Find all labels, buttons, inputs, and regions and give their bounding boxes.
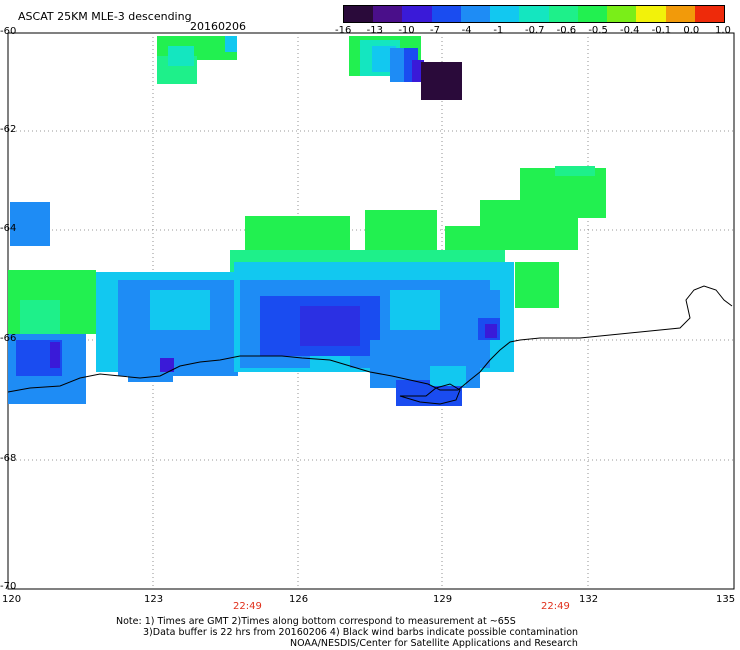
colorbar-segment xyxy=(460,6,491,22)
colorbar-label: -0.1 xyxy=(651,25,672,36)
data-patch-top-middle xyxy=(349,36,462,100)
y-tick-label: -70 xyxy=(0,581,17,592)
colorbar-label: -0.7 xyxy=(525,25,545,36)
colorbar-segment xyxy=(636,6,666,22)
colorbar-label: 1.0 xyxy=(715,25,731,36)
colorbar-segment xyxy=(519,6,549,22)
colorbar xyxy=(343,5,725,23)
colorbar-segment xyxy=(490,6,520,22)
data-swath-main xyxy=(8,166,606,406)
note-line-1: Note: 1) Times are GMT 2)Times along bot… xyxy=(116,616,516,627)
colorbar-segment xyxy=(577,6,608,22)
time-label: 22:49 xyxy=(233,601,262,612)
x-tick-label: 126 xyxy=(289,594,309,605)
map-date: 20160206 xyxy=(190,20,246,33)
map-title: ASCAT 25KM MLE-3 descending xyxy=(18,10,192,23)
note-line-3: NOAA/NESDIS/Center for Satellite Applica… xyxy=(290,638,578,649)
colorbar-label: -10 xyxy=(398,25,415,36)
data-patch-left-square xyxy=(10,202,50,246)
colorbar-label: -1 xyxy=(493,25,504,36)
colorbar-segment xyxy=(694,6,725,22)
colorbar-label: -0.5 xyxy=(588,25,608,36)
colorbar-segment xyxy=(665,6,695,22)
time-label: 22:49 xyxy=(541,601,570,612)
x-tick-label: 132 xyxy=(579,594,599,605)
colorbar-label: -0.4 xyxy=(620,25,640,36)
coastline xyxy=(7,285,733,393)
colorbar-segment xyxy=(607,6,637,22)
colorbar-label: -13 xyxy=(366,25,383,36)
colorbar-segment xyxy=(373,6,403,22)
y-tick-label: -68 xyxy=(0,453,17,464)
colorbar-segment xyxy=(344,6,374,22)
colorbar-label: -4 xyxy=(461,25,472,36)
colorbar-label: -7 xyxy=(430,25,440,36)
x-tick-label: 135 xyxy=(716,594,736,605)
x-tick-label: 129 xyxy=(433,594,453,605)
x-tick-label: 120 xyxy=(2,594,22,605)
colorbar-segment xyxy=(431,6,461,22)
colorbar-label: 0.0 xyxy=(683,25,700,36)
x-tick-label: 123 xyxy=(144,594,164,605)
note-line-2: 3)Data buffer is 22 hrs from 20160206 4)… xyxy=(143,627,579,638)
colorbar-segment xyxy=(548,6,578,22)
colorbar-label: -16 xyxy=(335,25,352,36)
colorbar-label: -0.6 xyxy=(556,25,577,36)
y-tick-label: -62 xyxy=(0,124,17,135)
colorbar-segment xyxy=(402,6,432,22)
data-patch-top-left xyxy=(157,36,237,84)
coastline-island xyxy=(399,383,461,405)
y-tick-label: -60 xyxy=(0,26,17,37)
y-tick-label: -66 xyxy=(0,333,17,344)
y-tick-label: -64 xyxy=(0,223,17,234)
